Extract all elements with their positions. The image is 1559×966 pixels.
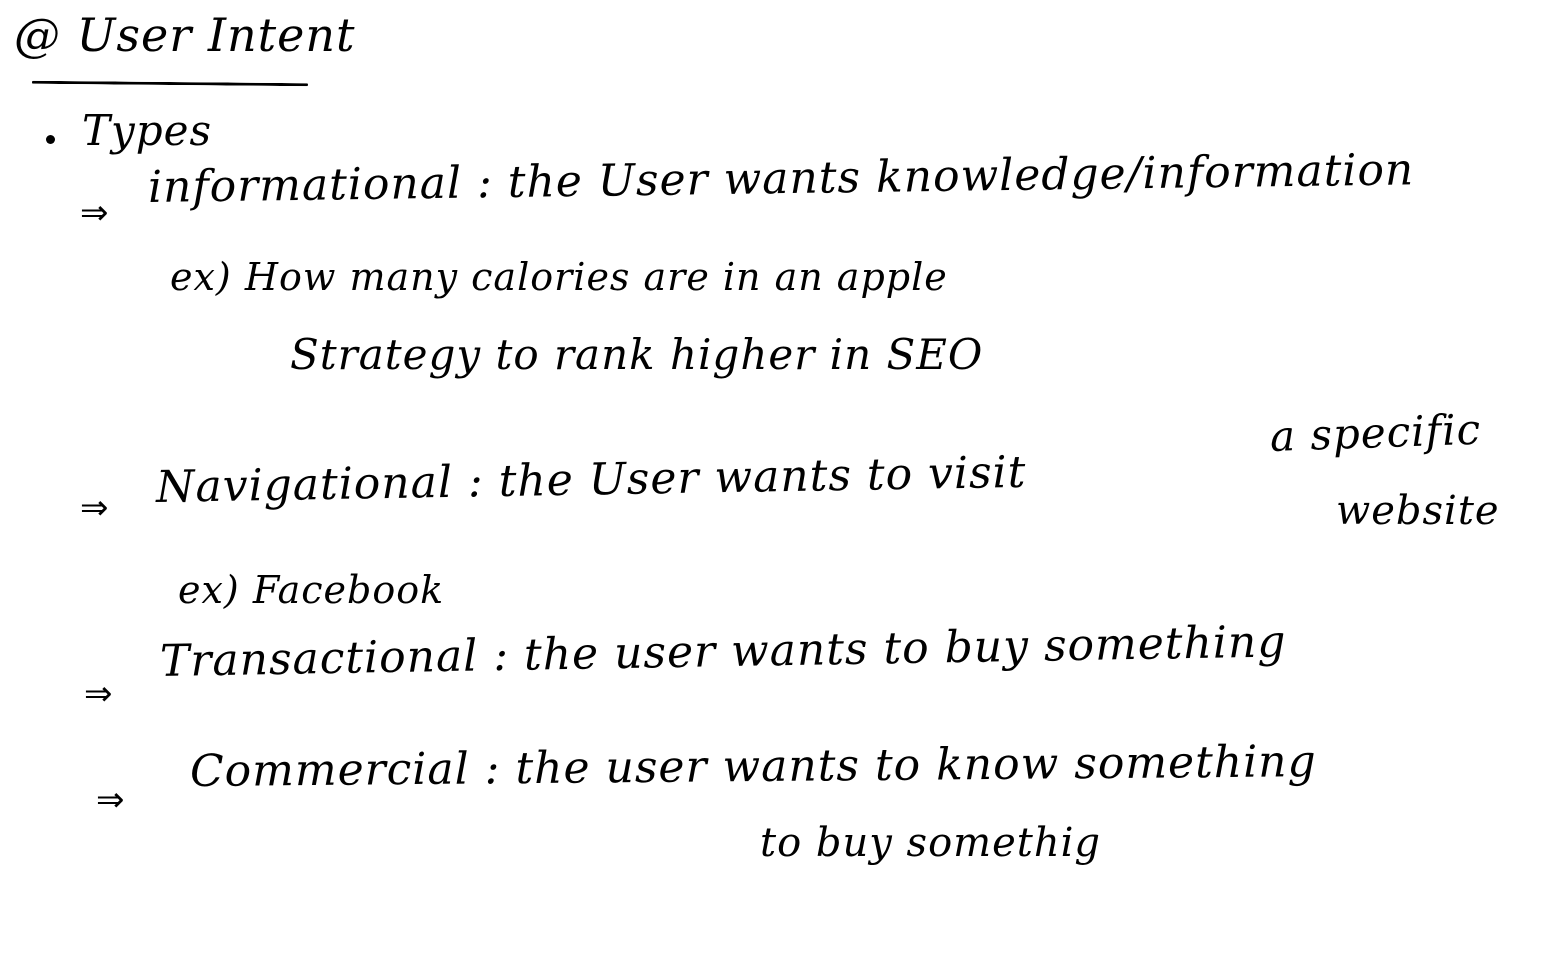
navigational-example: ex) Facebook bbox=[178, 568, 445, 612]
navigational-definition-tail: a specific bbox=[1269, 404, 1482, 461]
informational-example: ex) How many calories are in an apple bbox=[170, 255, 948, 299]
arrow-icon: ⇒ bbox=[96, 780, 126, 820]
navigational-definition: Navigational : the User wants to visit bbox=[155, 446, 1027, 513]
title-underline bbox=[31, 80, 309, 87]
bullet-dot bbox=[46, 135, 55, 144]
types-heading: Types bbox=[82, 106, 213, 155]
informational-definition: informational : the User wants knowledge… bbox=[147, 144, 1415, 213]
arrow-icon: ⇒ bbox=[80, 488, 110, 528]
commercial-definition-2: to buy somethig bbox=[760, 820, 1101, 866]
transactional-definition: Transactional : the user wants to buy so… bbox=[159, 616, 1287, 687]
commercial-definition: Commercial : the user wants to know some… bbox=[189, 736, 1317, 797]
navigational-definition-website: website bbox=[1336, 488, 1500, 534]
arrow-icon: ⇒ bbox=[84, 674, 114, 714]
page-title: @ User Intent bbox=[14, 8, 356, 62]
informational-example-2: Strategy to rank higher in SEO bbox=[290, 330, 984, 379]
arrow-icon: ⇒ bbox=[80, 193, 110, 233]
